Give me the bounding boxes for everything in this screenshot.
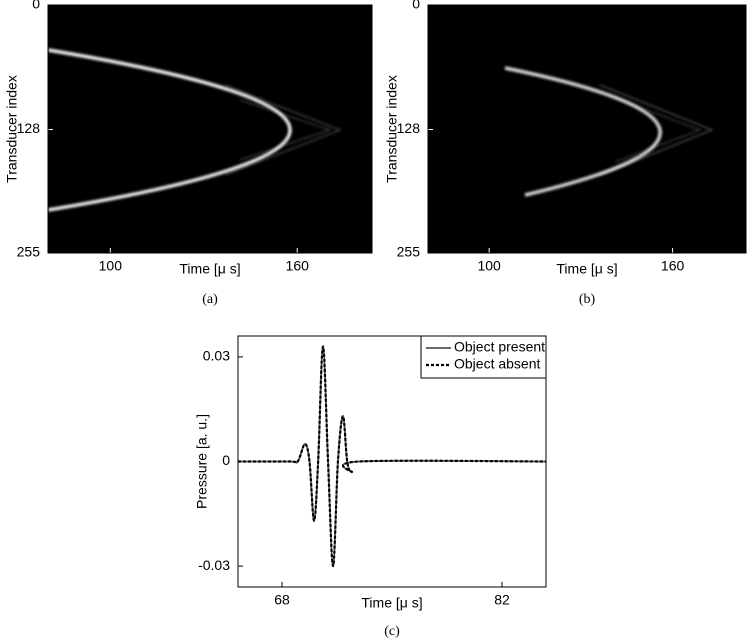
image-background [428, 5, 746, 253]
image-feature [224, 84, 342, 176]
image-background [48, 5, 372, 253]
plot-frame [427, 4, 747, 254]
image-feature [239, 99, 332, 161]
x-tick-label: 100 [477, 258, 501, 274]
line-series [237, 345, 547, 568]
y-tick-label: 0.03 [203, 348, 230, 364]
x-tick-label: 82 [494, 592, 510, 608]
image-feature [504, 66, 662, 197]
x-axis-label: Time [μ s] [179, 261, 240, 277]
plot-frame [47, 4, 373, 254]
y-tick-label: 255 [17, 244, 41, 260]
y-axis-label: Pressure [a. u.] [194, 414, 210, 509]
panel: 68 82 -0.03 0 0.03 Time [μ s] Pressure [a. u.]… [194, 335, 547, 639]
y-tick-label: 128 [397, 120, 421, 136]
x-axis-label: Time [μ s] [556, 261, 617, 277]
image-feature [614, 97, 702, 163]
panel: 100 160 0 128 255 Time [μ s] Transducer index (… [384, 0, 747, 307]
y-tick-label: 0 [412, 0, 420, 12]
panel: 100 160 0 128 255 Time [μ s] Transducer index (… [4, 0, 373, 307]
plot-frame [237, 335, 547, 588]
caption: (b) [579, 292, 596, 307]
y-tick-label: 255 [397, 244, 421, 260]
x-tick-label: 68 [274, 592, 290, 608]
image-feature [599, 84, 714, 176]
caption: (a) [202, 292, 218, 307]
y-tick-label: -0.03 [198, 557, 230, 573]
legend-label: Object present [454, 339, 545, 355]
y-tick-label: 0 [222, 452, 230, 468]
x-axis-label: Time [μ s] [361, 595, 422, 611]
y-tick-label: 128 [17, 120, 41, 136]
legend-box [420, 335, 547, 379]
legend-label: Object absent [454, 356, 540, 372]
x-tick-label: 100 [99, 258, 123, 274]
y-axis-label: Transducer index [4, 75, 20, 183]
y-tick-label: 0 [32, 0, 40, 12]
x-tick-label: 160 [661, 258, 685, 274]
x-tick-label: 160 [286, 258, 310, 274]
caption: (c) [384, 624, 400, 639]
image-feature [47, 48, 292, 212]
y-axis-label: Transducer index [384, 75, 400, 183]
